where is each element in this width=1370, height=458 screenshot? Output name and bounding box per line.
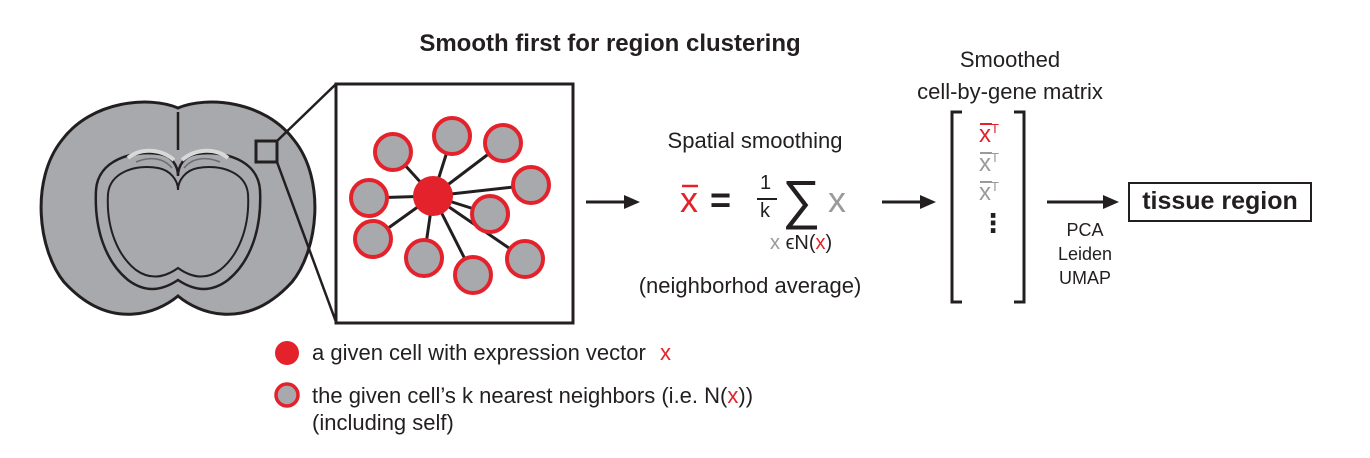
smoothing-label: Spatial smoothing bbox=[667, 128, 843, 153]
formula-numerator: 1 bbox=[760, 172, 772, 194]
neighbor-cell bbox=[453, 255, 493, 295]
brain-section-icon bbox=[39, 100, 317, 316]
neighbor-cell bbox=[505, 239, 545, 279]
matrix-row-2: xT bbox=[979, 150, 999, 177]
methods-list: PCA Leiden UMAP bbox=[1030, 218, 1140, 290]
formula-equals: = bbox=[710, 179, 732, 220]
neighbor-cell bbox=[373, 132, 413, 172]
matrix-row-3: xT bbox=[979, 179, 999, 206]
neighbor-cell bbox=[353, 219, 393, 259]
neighbor-cells bbox=[349, 116, 551, 295]
matrix-left-bracket bbox=[950, 110, 962, 304]
method-umap: UMAP bbox=[1058, 268, 1111, 288]
arrow-to-matrix bbox=[882, 195, 936, 209]
method-pca: PCA bbox=[1066, 220, 1104, 240]
formula-subscript: x ϵN(x) bbox=[770, 232, 832, 255]
subscript-close: ) bbox=[825, 232, 833, 254]
legend-item2-line2: (including self) bbox=[312, 410, 454, 435]
matrix-right-bracket bbox=[1014, 110, 1026, 304]
neighbor-cell bbox=[483, 123, 523, 163]
legend-item2-text: the given cell’s k nearest neighbors (i.… bbox=[312, 383, 705, 408]
legend-item1-text: a given cell with expression vector bbox=[312, 340, 646, 365]
arrow-to-smoothing bbox=[586, 195, 640, 209]
subscript-var: x bbox=[770, 232, 780, 254]
subscript-set: N( bbox=[794, 232, 816, 254]
matrix-ellipsis: ⋮ bbox=[980, 208, 1006, 238]
smoothing-caption: (neighborhod average) bbox=[638, 273, 862, 298]
neighbor-cell bbox=[432, 116, 472, 156]
neighbor-cell bbox=[349, 178, 389, 218]
center-cell bbox=[413, 176, 453, 216]
matrix-row-1: xT bbox=[979, 121, 999, 148]
legend-item-center-cell: a given cell with expression vector x bbox=[312, 340, 671, 366]
arrow-to-output bbox=[1047, 195, 1119, 209]
formula-xbar: x bbox=[680, 179, 698, 220]
formula-sum-symbol: ∑ bbox=[782, 170, 821, 230]
legend-item1-var: x bbox=[659, 340, 671, 365]
neighbor-cell bbox=[470, 194, 510, 234]
legend-item2-close: )) bbox=[738, 383, 754, 408]
neighbor-cell bbox=[511, 165, 551, 205]
zoom-line-bottom bbox=[275, 161, 338, 323]
diagram-title: Smooth first for region clustering bbox=[419, 30, 801, 57]
formula-denominator: k bbox=[760, 200, 770, 222]
matrix-title-line1: Smoothed bbox=[959, 47, 1061, 72]
legend-item-neighbors: the given cell’s k nearest neighbors (i.… bbox=[312, 383, 753, 409]
matrix-title-line2: cell-by-gene matrix bbox=[917, 79, 1103, 104]
neighbor-cell bbox=[404, 238, 444, 278]
method-leiden: Leiden bbox=[1057, 244, 1113, 264]
subscript-set-var: x bbox=[815, 232, 826, 254]
zoom-marker-box bbox=[254, 139, 279, 164]
legend-center-cell-icon bbox=[275, 341, 299, 365]
legend-item2-var: x bbox=[727, 383, 739, 408]
legend-neighbor-cell-icon bbox=[274, 382, 300, 408]
formula-summand: x bbox=[828, 179, 846, 220]
legend-item2-set: N( bbox=[704, 383, 728, 408]
tissue-region-box: tissue region bbox=[1128, 182, 1312, 222]
matrix-title: Smoothed cell-by-gene matrix bbox=[880, 44, 1140, 108]
subscript-in: ϵ bbox=[785, 232, 795, 254]
zoom-line-top bbox=[276, 83, 337, 142]
